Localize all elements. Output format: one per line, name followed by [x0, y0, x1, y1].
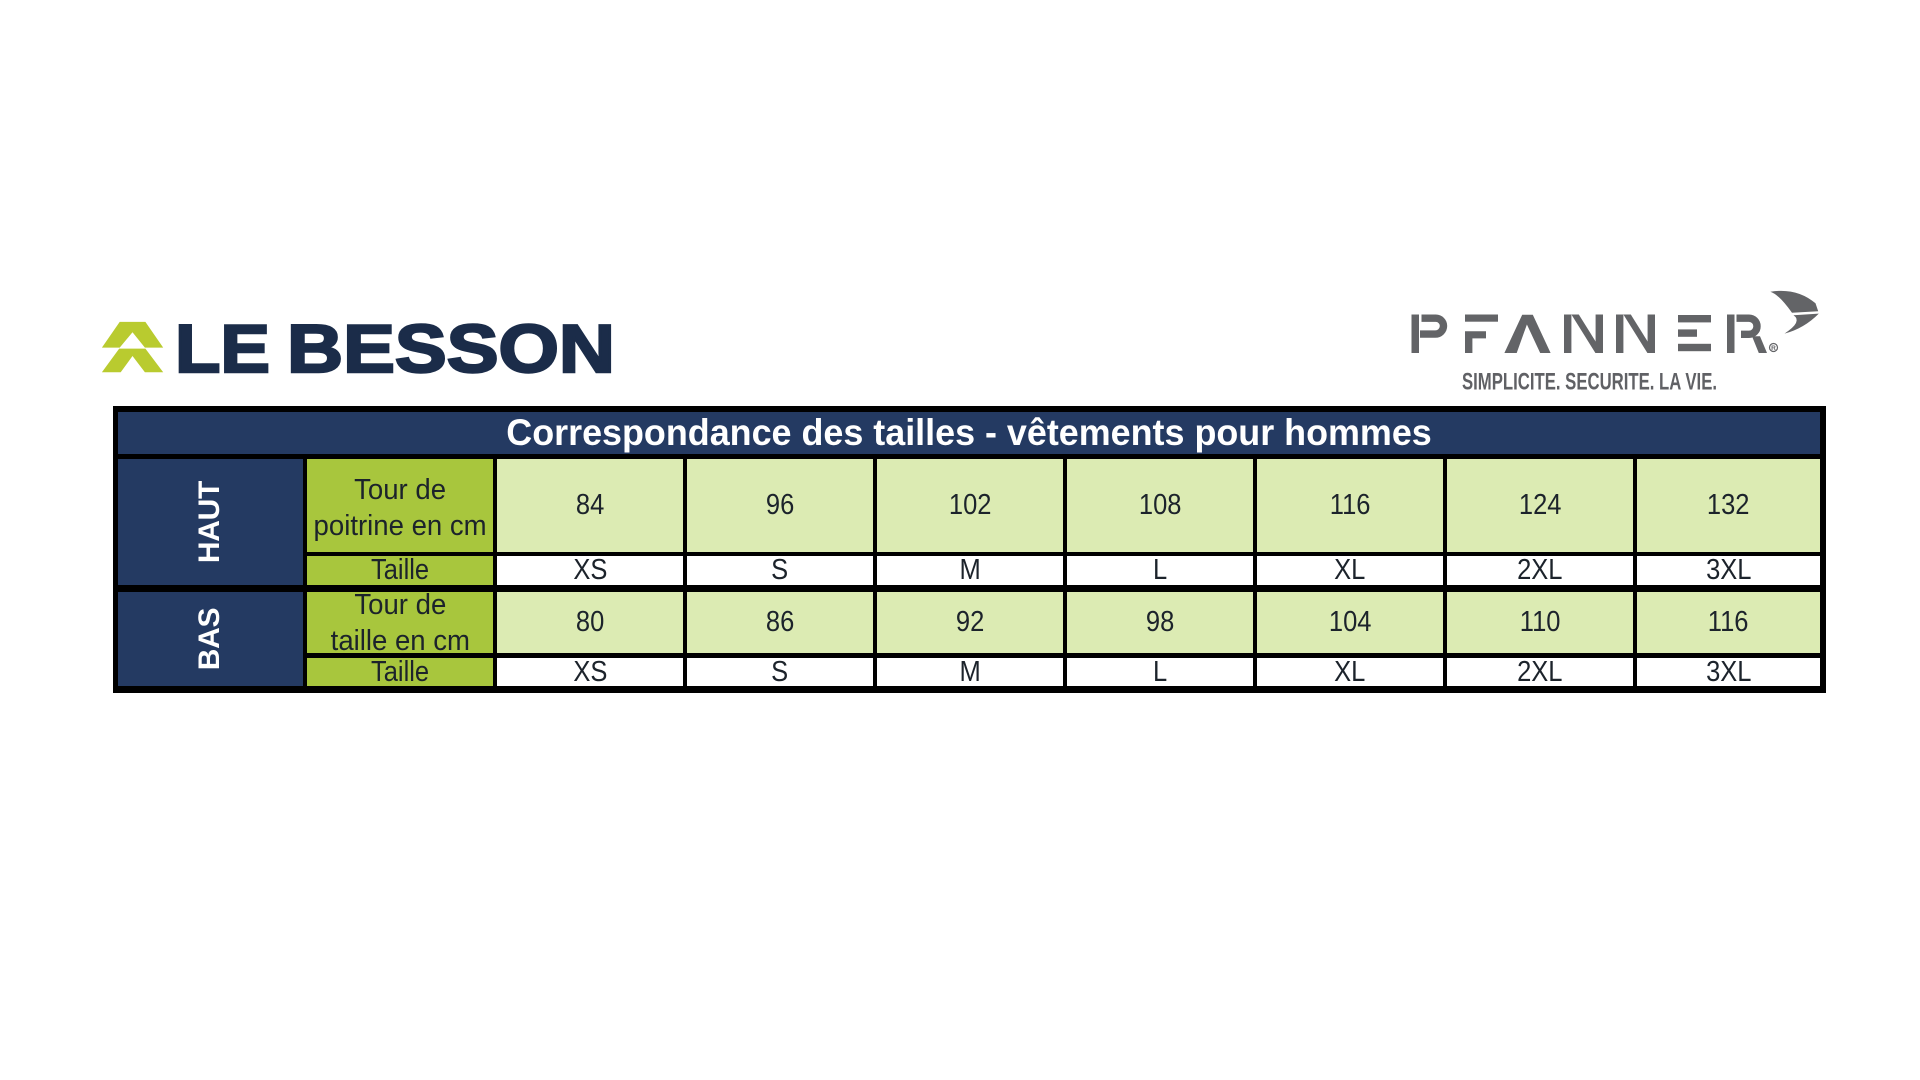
svg-text:LE: LE	[175, 318, 270, 380]
svg-text:SIMPLICITE. SECURITE. LA VIE.: SIMPLICITE. SECURITE. LA VIE.	[1462, 369, 1717, 396]
svg-text:R: R	[1771, 345, 1776, 352]
svg-text:BESSON: BESSON	[287, 318, 615, 380]
